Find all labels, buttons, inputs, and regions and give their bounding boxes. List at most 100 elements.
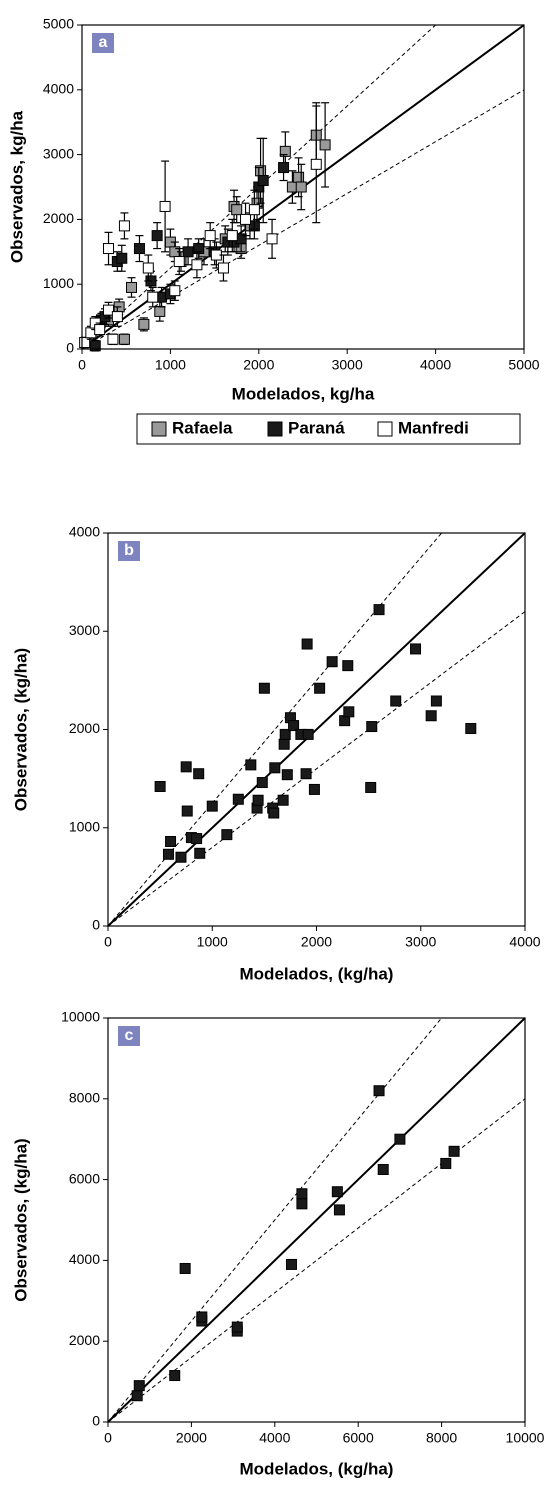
point (440, 1157, 452, 1169)
point (103, 243, 115, 255)
point (240, 213, 252, 225)
x-tick-label: 3000 (332, 357, 363, 373)
point (217, 262, 229, 274)
point (162, 848, 174, 860)
panel-label: a (99, 34, 108, 51)
reference-line (107, 1017, 526, 1423)
x-tick-label: 5000 (508, 357, 539, 373)
x-tick-label: 4000 (259, 1430, 290, 1446)
legend-label: Paraná (288, 418, 345, 437)
x-tick-label: 0 (104, 934, 112, 950)
panel-label-box (92, 33, 114, 53)
point (126, 281, 138, 293)
panel-label: c (125, 1027, 134, 1044)
point (118, 220, 130, 232)
point (278, 162, 290, 174)
y-axis-label: Observados, (kg/ha) (11, 648, 30, 811)
point (300, 768, 312, 780)
point (252, 794, 264, 806)
point (293, 171, 305, 183)
point (295, 181, 307, 193)
legend-label: Rafaela (172, 418, 233, 437)
plot-frame (81, 24, 525, 350)
point (169, 285, 181, 297)
plot-frame (107, 1017, 526, 1423)
point (257, 175, 269, 187)
point (308, 783, 320, 795)
panel-label-box (118, 541, 140, 561)
x-tick-label: 1000 (155, 357, 186, 373)
point (301, 638, 313, 650)
panel-label-box (118, 1026, 140, 1046)
point (131, 1390, 143, 1402)
point (181, 805, 193, 817)
point (410, 643, 422, 655)
point (333, 1204, 345, 1216)
point (138, 318, 150, 330)
point (343, 706, 355, 718)
point (448, 1145, 460, 1157)
reference-line (107, 611, 526, 927)
legend-swatch (267, 421, 283, 437)
point (191, 259, 203, 271)
point (133, 1380, 145, 1392)
y-tick-label: 1000 (69, 818, 100, 834)
point (373, 604, 385, 616)
point (342, 660, 354, 672)
legend-box (136, 413, 521, 445)
y-tick-label: 3000 (69, 622, 100, 638)
point (256, 777, 268, 789)
point (111, 311, 123, 323)
point (245, 759, 257, 771)
point (296, 1198, 308, 1210)
y-tick-label: 10000 (61, 1009, 100, 1025)
point (268, 807, 280, 819)
point (175, 851, 187, 863)
x-tick-label: 0 (104, 1430, 112, 1446)
y-tick-label: 6000 (69, 1170, 100, 1186)
point (269, 762, 281, 774)
point (103, 304, 115, 316)
y-tick-label: 0 (92, 917, 100, 933)
x-axis-label: Modelados, (kg/ha) (240, 964, 394, 983)
y-tick-label: 4000 (69, 1251, 100, 1267)
x-tick-label: 3000 (405, 934, 436, 950)
point (154, 780, 166, 792)
y-tick-label: 8000 (69, 1090, 100, 1106)
point (94, 324, 106, 336)
legend-swatch (151, 421, 167, 437)
x-tick-label: 4000 (509, 934, 540, 950)
point (248, 204, 260, 216)
x-axis-label: Modelados, kg/ha (232, 384, 375, 403)
y-tick-label: 5000 (43, 16, 74, 32)
point (377, 1164, 389, 1175)
point (319, 139, 331, 151)
point (182, 246, 194, 258)
point (151, 230, 163, 242)
y-tick-label: 2000 (69, 720, 100, 736)
legend-label: Manfredi (398, 418, 469, 437)
point (204, 230, 216, 242)
point (89, 340, 101, 352)
point (179, 1262, 191, 1274)
point (279, 145, 291, 157)
panel-label: b (124, 542, 134, 559)
x-tick-label: 2000 (301, 934, 332, 950)
x-tick-label: 8000 (426, 1430, 457, 1446)
point (159, 200, 171, 212)
x-tick-label: 1000 (197, 934, 228, 950)
point (118, 333, 130, 345)
reference-line (107, 1098, 526, 1423)
point (116, 252, 128, 264)
point (314, 682, 326, 694)
y-tick-label: 1000 (43, 275, 74, 291)
point (231, 204, 243, 216)
point (425, 710, 437, 722)
point (465, 723, 477, 735)
point (133, 243, 145, 255)
point (288, 720, 300, 732)
point (281, 769, 293, 781)
reference-line (107, 532, 526, 927)
point (180, 761, 192, 773)
